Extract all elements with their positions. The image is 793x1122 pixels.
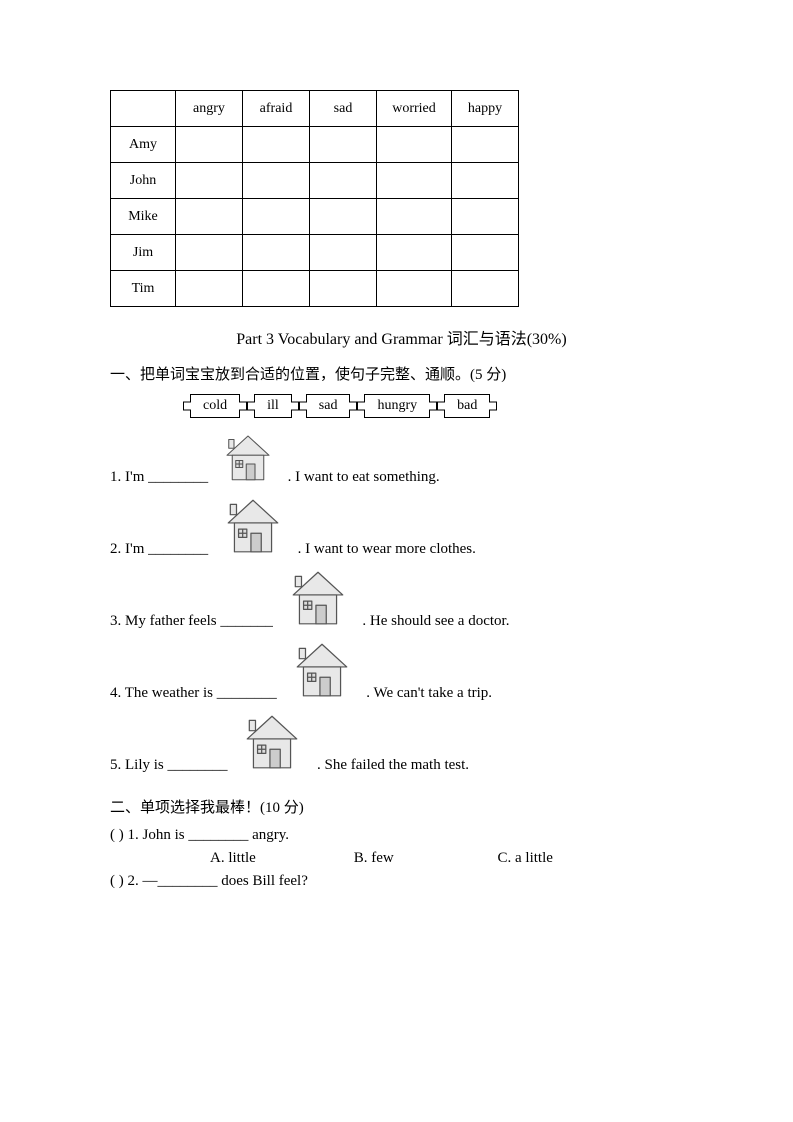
q3-text-b: . He should see a doctor. <box>359 613 510 630</box>
q3-line: 3. My father feels _______ . He should s… <box>110 564 693 630</box>
q5-text-a: 5. Lily is ________ <box>110 757 231 774</box>
table-row: Mike <box>111 199 519 235</box>
th-sad: sad <box>310 91 377 127</box>
q1-line: 1. I'm ________ . I want to eat somethin… <box>110 428 693 486</box>
th-afraid: afraid <box>243 91 310 127</box>
part3-title: Part 3 Vocabulary and Grammar 词汇与语法(30%) <box>110 325 693 349</box>
q4-text-b: . We can't take a trip. <box>363 685 493 702</box>
mc-q1-c[interactable]: C. a little <box>498 850 638 867</box>
q4-line: 4. The weather is ________ . We can't ta… <box>110 636 693 702</box>
row-name: Tim <box>111 271 176 307</box>
word-bad: bad <box>444 394 490 418</box>
q5-text-b: . She failed the math test. <box>313 757 469 774</box>
emotions-table: angry afraid sad worried happy Amy John … <box>110 90 519 307</box>
house-icon <box>239 708 305 774</box>
table-row: Jim <box>111 235 519 271</box>
th-worried: worried <box>377 91 452 127</box>
house-icon <box>289 636 355 702</box>
row-name: Jim <box>111 235 176 271</box>
word-hungry: hungry <box>364 394 430 418</box>
q5-line: 5. Lily is ________ . She failed the mat… <box>110 708 693 774</box>
mc-q1: ( ) 1. John is ________ angry. <box>110 827 693 844</box>
table-header-row: angry afraid sad worried happy <box>111 91 519 127</box>
q2-text-a: 2. I'm ________ <box>110 541 212 558</box>
th-blank <box>111 91 176 127</box>
row-name: Mike <box>111 199 176 235</box>
mc-q1-options: A. little B. few C. a little <box>110 850 693 867</box>
row-name: John <box>111 163 176 199</box>
row-name: Amy <box>111 127 176 163</box>
mc-q2: ( ) 2. —________ does Bill feel? <box>110 873 693 890</box>
th-angry: angry <box>176 91 243 127</box>
section1-instruction: 一、把单词宝宝放到合适的位置，使句子完整、通顺。(5 分) <box>110 363 693 384</box>
q2-line: 2. I'm ________ . I want to wear more cl… <box>110 492 693 558</box>
word-sad: sad <box>306 394 351 418</box>
q1-text-b: . I want to eat something. <box>284 469 440 486</box>
word-bank: cold ill sad hungry bad <box>190 394 693 418</box>
mc-q1-a[interactable]: A. little <box>210 850 350 867</box>
mc-q1-b[interactable]: B. few <box>354 850 494 867</box>
q2-text-b: . I want to wear more clothes. <box>294 541 476 558</box>
q4-text-a: 4. The weather is ________ <box>110 685 281 702</box>
q3-text-a: 3. My father feels _______ <box>110 613 277 630</box>
house-icon <box>220 428 276 486</box>
th-happy: happy <box>452 91 519 127</box>
word-cold: cold <box>190 394 240 418</box>
q1-text-a: 1. I'm ________ <box>110 469 212 486</box>
house-icon <box>220 492 286 558</box>
table-row: John <box>111 163 519 199</box>
house-icon <box>285 564 351 630</box>
table-row: Tim <box>111 271 519 307</box>
section2-instruction: 二、单项选择我最棒！(10 分) <box>110 796 693 817</box>
table-row: Amy <box>111 127 519 163</box>
word-ill: ill <box>254 394 292 418</box>
